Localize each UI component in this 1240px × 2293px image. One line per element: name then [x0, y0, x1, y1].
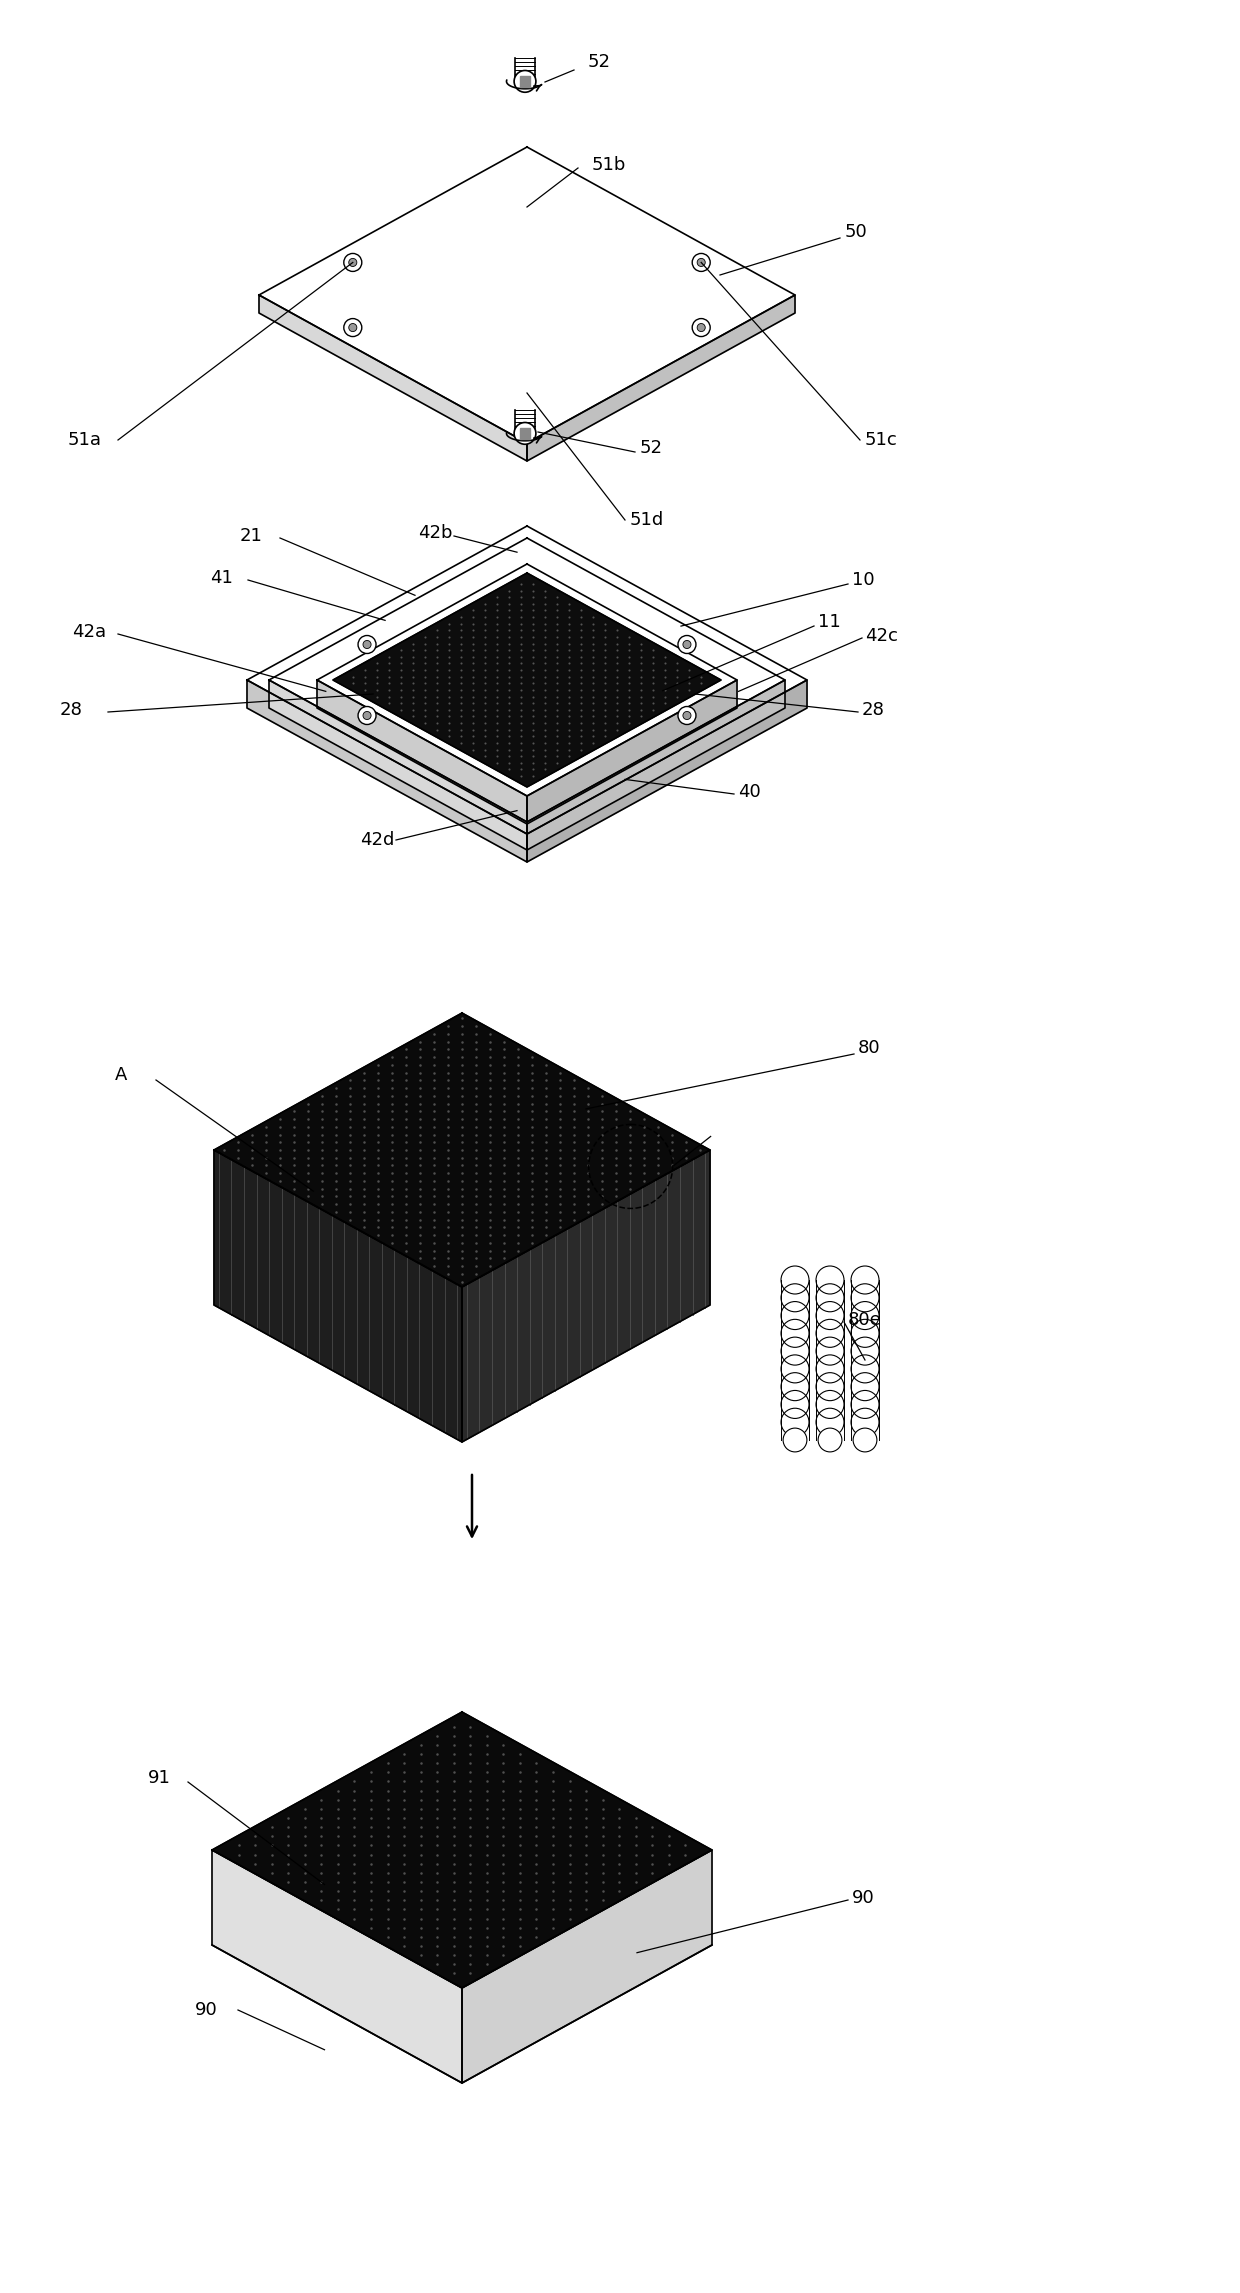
Text: 91: 91 [148, 1768, 171, 1786]
Polygon shape [259, 147, 795, 443]
Polygon shape [527, 681, 807, 862]
Circle shape [853, 1429, 877, 1451]
Text: 41: 41 [210, 569, 233, 587]
Polygon shape [259, 296, 527, 461]
Text: 52: 52 [640, 438, 663, 456]
Text: 42b: 42b [418, 525, 453, 541]
Polygon shape [212, 1713, 712, 1988]
Text: 51b: 51b [591, 156, 626, 174]
Circle shape [678, 706, 696, 725]
Circle shape [692, 255, 711, 271]
Text: 28: 28 [60, 702, 83, 720]
Circle shape [515, 71, 536, 92]
Text: 90: 90 [852, 1889, 874, 1908]
Circle shape [784, 1429, 807, 1451]
Circle shape [692, 319, 711, 337]
Circle shape [358, 635, 376, 654]
Circle shape [697, 323, 706, 332]
Circle shape [363, 640, 371, 649]
Circle shape [358, 706, 376, 725]
Circle shape [818, 1429, 842, 1451]
Text: 42d: 42d [360, 830, 394, 848]
Text: 90: 90 [195, 2002, 218, 2020]
Polygon shape [463, 1850, 712, 2082]
Circle shape [683, 640, 691, 649]
Text: 28: 28 [862, 702, 885, 720]
Polygon shape [527, 681, 785, 851]
Polygon shape [463, 1151, 711, 1442]
Circle shape [348, 323, 357, 332]
Text: 42a: 42a [72, 624, 107, 642]
Text: 51d: 51d [630, 511, 665, 530]
Text: A: A [115, 1066, 128, 1085]
Text: 40: 40 [738, 782, 761, 800]
Polygon shape [317, 681, 527, 823]
Text: 21: 21 [241, 527, 263, 546]
Text: 50: 50 [844, 222, 868, 241]
Circle shape [363, 711, 371, 720]
Circle shape [683, 711, 691, 720]
Polygon shape [215, 1014, 711, 1286]
Polygon shape [215, 1151, 463, 1442]
Text: 80: 80 [858, 1039, 880, 1057]
Circle shape [343, 319, 362, 337]
Text: 51a: 51a [68, 431, 102, 449]
Polygon shape [269, 681, 527, 851]
Polygon shape [527, 296, 795, 461]
Polygon shape [269, 539, 785, 821]
Text: 80e: 80e [848, 1312, 882, 1330]
Circle shape [343, 255, 362, 271]
Circle shape [515, 422, 536, 445]
Text: 10: 10 [852, 571, 874, 589]
Text: 52: 52 [588, 53, 611, 71]
Polygon shape [212, 1850, 463, 2082]
Circle shape [678, 635, 696, 654]
Polygon shape [334, 573, 720, 786]
Text: 11: 11 [818, 612, 841, 631]
Polygon shape [247, 681, 527, 862]
Text: 42c: 42c [866, 626, 898, 644]
Text: 51c: 51c [866, 431, 898, 449]
Polygon shape [247, 525, 807, 835]
Bar [520, 76, 531, 87]
Circle shape [348, 259, 357, 266]
Bar [520, 429, 531, 438]
Polygon shape [317, 564, 737, 796]
Circle shape [697, 259, 706, 266]
Polygon shape [527, 681, 737, 823]
